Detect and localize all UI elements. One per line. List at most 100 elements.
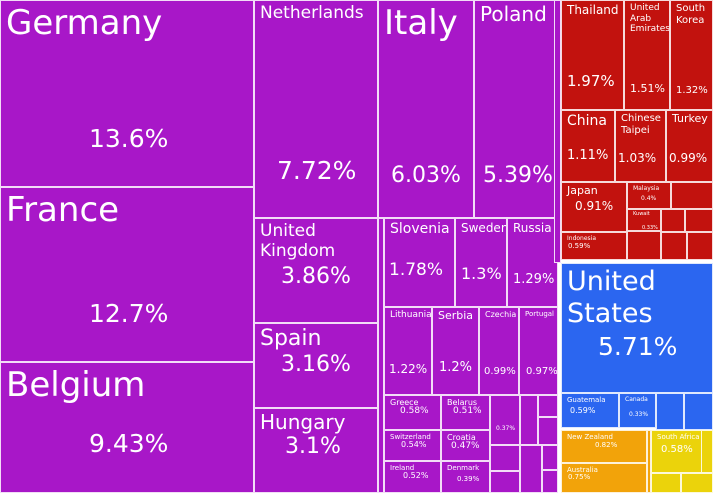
tile-value: 0.33%	[642, 225, 658, 231]
tile-czechia: Czechia 0.99%	[479, 307, 519, 395]
tile-label: Portugal	[525, 310, 554, 318]
tile-value: 0.54%	[401, 440, 427, 449]
tile-value: 1.11%	[567, 148, 609, 163]
tile-value: 0.58%	[400, 406, 429, 416]
tile-belarus: Belarus 0.51%	[441, 395, 490, 430]
tile-thailand: Thailand 1.97%	[561, 0, 624, 110]
tile-value: 1.51%	[630, 82, 665, 95]
tile-small-6	[542, 445, 558, 470]
tile-value: 12.7%	[89, 299, 169, 328]
tile-label: Turkey	[672, 112, 708, 125]
tile-south-korea: South Korea 1.32%	[670, 0, 713, 110]
tile-value: 0.59%	[568, 242, 591, 250]
tile-small-11	[661, 209, 685, 232]
tile-value: 0.51%	[453, 406, 482, 416]
tile-small-7	[542, 470, 558, 493]
tile-small-14	[661, 232, 687, 260]
tile-small-0	[520, 395, 538, 445]
tile-value: 0.39%	[457, 475, 480, 483]
tile-value: 5.71%	[598, 332, 678, 361]
tile-label: Slovenia	[390, 221, 450, 237]
tile-label: Hungary	[260, 410, 346, 434]
tile-label: Australia	[567, 466, 598, 474]
tile-value: 0.47%	[451, 441, 480, 451]
tile-label: Spain	[260, 326, 322, 351]
tile-indonesia: Indonesia 0.59%	[561, 232, 627, 260]
tile-italy: Italy 6.03%	[378, 0, 474, 218]
tile-label: Switzerland	[390, 433, 431, 441]
tile-small-19	[651, 473, 681, 493]
tile-small-10	[671, 182, 713, 209]
tile-value: 0.75%	[568, 473, 591, 481]
tile-value: 0.33%	[629, 411, 649, 418]
tile-label: Czechia	[485, 310, 517, 319]
tile-small-3	[490, 445, 520, 471]
tile-value: 1.2%	[439, 360, 473, 375]
tile-small-8	[554, 0, 561, 263]
tile-russia: Russia 1.29%	[507, 218, 558, 307]
tile-label: Belgium	[6, 365, 146, 405]
tile-france: France 12.7%	[0, 187, 254, 362]
tile-value: 1.32%	[676, 85, 708, 96]
tile-value: 3.86%	[281, 264, 351, 289]
tile-croatia: Croatia 0.47%	[441, 430, 490, 461]
tile-value: 0.58%	[661, 444, 693, 455]
tile-label: Serbia	[438, 309, 474, 322]
tile-label: United States	[567, 266, 656, 329]
tile-label: Canada	[625, 396, 648, 403]
tile-value: 0.52%	[403, 471, 429, 480]
tile-value: 0.37%	[496, 425, 516, 432]
tile-value: 1.22%	[389, 362, 428, 376]
tile-value: 0.4%	[641, 195, 657, 202]
tile-label: China	[567, 113, 607, 129]
tile-label: Japan	[567, 184, 598, 197]
tile-small-1	[538, 395, 558, 417]
tile-label: Greece	[390, 398, 419, 407]
tile-ireland: Ireland 0.52%	[384, 461, 441, 493]
tile-value: 3.16%	[281, 352, 351, 377]
tile-value: 9.43%	[89, 429, 169, 458]
tile-kuwait: Kuwait 0.33%	[627, 209, 661, 231]
tile-small-4	[490, 471, 520, 493]
tile-label: Netherlands	[260, 3, 364, 23]
tile-spain: Spain 3.16%	[254, 323, 378, 408]
tile-value: 0.99%	[669, 151, 708, 165]
tile-label: France	[6, 190, 120, 230]
tile-united-kingdom: United Kingdom 3.86%	[254, 218, 378, 323]
tile-label: United Kingdom	[260, 221, 336, 262]
tile-value: 0.59%	[570, 406, 596, 415]
tile-hungary: Hungary 3.1%	[254, 408, 378, 493]
tile-label: United Arab Emirates	[630, 3, 670, 35]
tile-small-16	[656, 393, 684, 430]
tile-greece: Greece 0.58%	[384, 395, 441, 430]
tile-small-20	[681, 473, 713, 493]
tile-value: 7.72%	[277, 156, 357, 185]
tile-label: Sweden	[461, 221, 507, 235]
tile-japan: Japan 0.91%	[561, 182, 627, 232]
tile-switzerland: Switzerland 0.54%	[384, 430, 441, 461]
tile-label: Germany	[6, 3, 163, 43]
tile-unlabeled: 0.37%	[490, 395, 520, 445]
tile-belgium: Belgium 9.43%	[0, 362, 254, 493]
tile-label: Guatemala	[567, 396, 606, 404]
tile-value: 3.1%	[285, 434, 341, 459]
tile-value: 0.91%	[575, 199, 614, 213]
tile-poland: Poland 5.39%	[474, 0, 558, 218]
tile-label: South Korea	[676, 3, 706, 26]
tile-label: Croatia	[447, 433, 476, 442]
tile-new-zealand: New Zealand 0.82%	[561, 430, 647, 463]
tile-sweden: Sweden 1.3%	[455, 218, 507, 307]
tile-value: 1.97%	[567, 72, 615, 90]
tile-label: South Africa	[657, 433, 700, 441]
tile-united-arab-emirates: United Arab Emirates 1.51%	[624, 0, 670, 110]
tile-label: Ireland	[390, 464, 415, 472]
tile-label: New Zealand	[567, 433, 613, 441]
tile-portugal: Portugal 0.97%	[519, 307, 558, 395]
tile-label: Denmark	[447, 464, 480, 472]
tile-turkey: Turkey 0.99%	[666, 110, 713, 182]
tile-label: Belarus	[447, 398, 478, 407]
tile-denmark: Denmark 0.39%	[441, 461, 490, 493]
tile-label: Chinese Taipei	[621, 113, 661, 136]
tile-serbia: Serbia 1.2%	[432, 307, 479, 395]
